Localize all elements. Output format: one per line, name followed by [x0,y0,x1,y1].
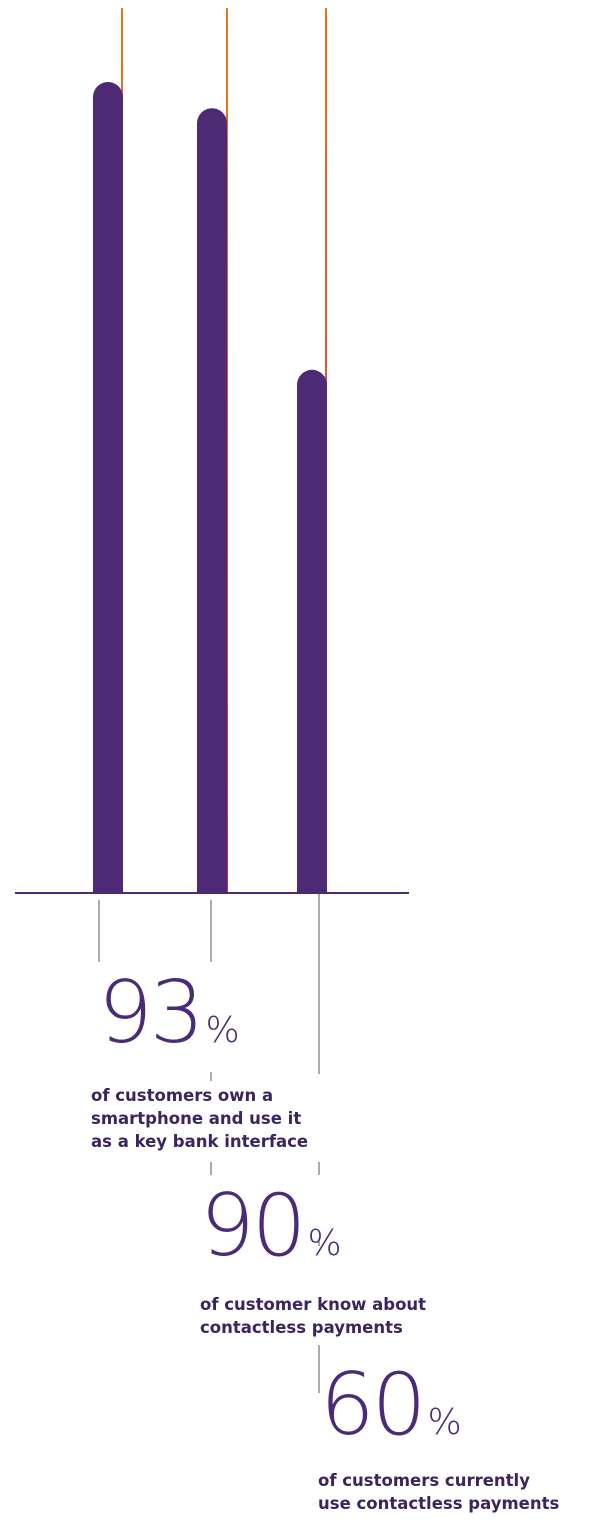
stat-60-number: 60 [320,1355,426,1455]
stat-90: 90% [200,1183,342,1269]
stat-90-desc-line: contactless payments [200,1318,403,1337]
stat-60-description: of customers currently use contactless p… [318,1469,559,1515]
stat-93-unit: % [205,1010,240,1051]
stat-60-desc-line: use contactless payments [318,1494,560,1513]
stat-93-desc-line: as a key bank interface [91,1132,309,1151]
stat-60: 60% [320,1362,462,1448]
stat-90-unit: % [307,1223,342,1264]
stat-60-unit: % [427,1402,462,1443]
bar [297,369,327,893]
stat-90-description: of customer know about contactless payme… [200,1293,426,1339]
stat-93-desc-line: smartphone and use it [91,1109,302,1128]
bar [93,82,123,893]
stat-93-number: 93 [98,963,204,1063]
stat-90-desc-line: of customer know about [200,1295,427,1314]
stat-60-desc-line: of customers currently [318,1471,530,1490]
stat-93-description: of customers own a smartphone and use it… [91,1084,308,1153]
stat-93: 93% [98,970,240,1056]
stat-93-desc-line: of customers own a [91,1086,274,1105]
stat-90-number: 90 [200,1176,306,1276]
bar [197,108,227,893]
